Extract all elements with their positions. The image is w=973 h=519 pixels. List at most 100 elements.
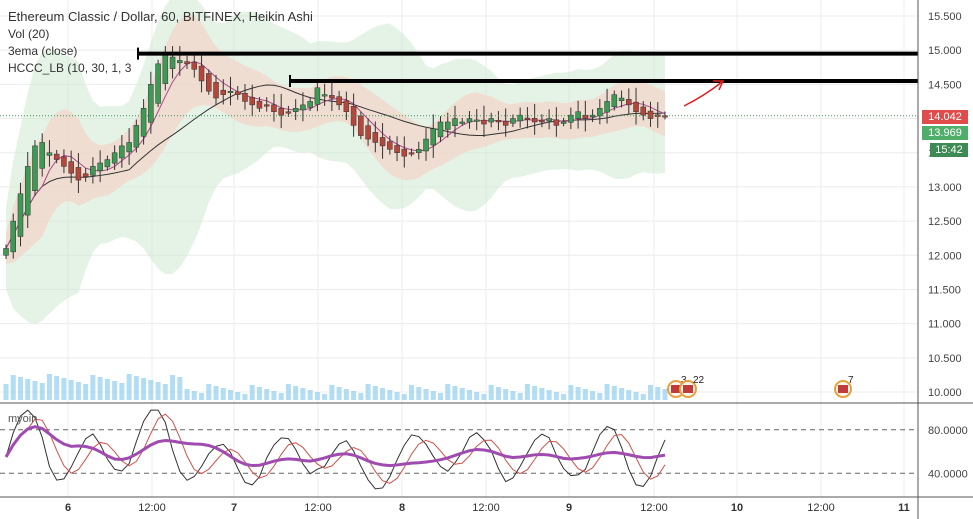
- candle-up: [39, 142, 45, 169]
- candle-up: [140, 108, 147, 137]
- candle-up: [452, 118, 458, 126]
- volume-bar: [54, 376, 60, 400]
- volume-bar: [372, 386, 378, 400]
- volume-bar: [170, 375, 176, 400]
- candle-down: [213, 82, 219, 99]
- candle-down: [662, 115, 668, 118]
- x-tick-label: 8: [399, 502, 405, 514]
- candle-up: [24, 166, 31, 216]
- arrow-shaft: [683, 81, 723, 107]
- candle-down: [358, 115, 364, 136]
- candle-up: [307, 101, 313, 108]
- volume-bar: [474, 392, 480, 400]
- volume-bar: [611, 386, 617, 400]
- candle-up: [430, 128, 437, 146]
- candle-up: [604, 101, 610, 113]
- y-tick-label: 12.500: [928, 216, 962, 228]
- volume-bar: [39, 383, 45, 400]
- candle-down: [582, 114, 589, 119]
- volume-bar: [619, 388, 625, 400]
- volume-bar: [3, 384, 9, 400]
- volume-bar: [495, 387, 501, 400]
- indicator-hccc[interactable]: HCCC_LB (10, 30, 1, 3: [8, 61, 132, 75]
- volume-bar: [119, 383, 125, 400]
- volume-bar: [46, 374, 52, 400]
- candle-up: [473, 119, 480, 122]
- candle-up: [119, 145, 125, 159]
- x-tick-label: 12:00: [138, 502, 166, 514]
- volume-bar: [662, 389, 668, 400]
- indicator-volume[interactable]: Vol (20): [8, 27, 50, 41]
- volume-bar: [249, 385, 255, 400]
- candle-down: [387, 141, 393, 150]
- volume-bar: [633, 392, 639, 400]
- volume-bar: [242, 394, 248, 400]
- candle-up: [300, 104, 306, 111]
- volume-bar: [401, 394, 407, 400]
- candle-down: [198, 65, 205, 82]
- volume-bar: [438, 393, 444, 400]
- candle-down: [263, 104, 270, 107]
- indicator-3ema[interactable]: 3ema (close): [8, 44, 78, 58]
- oscillator-name[interactable]: myoin: [8, 413, 38, 425]
- candle-down: [539, 119, 545, 123]
- y-tick-label: 10.000: [928, 387, 962, 399]
- volume-bar: [488, 385, 494, 400]
- volume-bar: [380, 388, 386, 400]
- candle-up: [314, 87, 321, 105]
- volume-bar: [220, 388, 226, 400]
- volume-bar: [336, 387, 342, 400]
- volume-bar: [524, 384, 530, 400]
- candle-down: [184, 61, 190, 65]
- volume-bar: [256, 387, 262, 400]
- volume-bar: [104, 379, 110, 400]
- candle-up: [133, 125, 140, 148]
- volume-bar: [264, 389, 270, 400]
- candle-up: [575, 111, 581, 119]
- candle-down: [379, 137, 386, 147]
- candle-down: [234, 91, 241, 95]
- candle-up: [517, 114, 523, 122]
- volume-bar: [17, 377, 23, 400]
- candle-down: [343, 100, 350, 112]
- volume-bar: [199, 393, 205, 400]
- osc-fast-line: [5, 409, 666, 490]
- volume-bar: [162, 384, 168, 400]
- candle-up: [321, 94, 328, 97]
- event-badge-label: 22: [693, 375, 705, 386]
- candle-up: [292, 108, 299, 112]
- volume-bar: [184, 389, 190, 400]
- candle-up: [111, 152, 118, 164]
- candle-down: [401, 148, 408, 157]
- candle-up: [459, 121, 465, 124]
- candle-down: [68, 161, 74, 174]
- volume-bar: [148, 380, 154, 400]
- volume-bar: [97, 377, 103, 400]
- volume-bar: [626, 390, 632, 400]
- volume-bar: [90, 375, 96, 400]
- y-tick-label: 11.000: [928, 319, 961, 331]
- volume-bar: [206, 384, 212, 400]
- candle-up: [597, 108, 603, 117]
- event-badges[interactable]: 3 22 7: [667, 375, 854, 398]
- candle-up: [416, 149, 422, 153]
- arrow-head: [713, 80, 725, 91]
- resistance-levels[interactable]: [137, 47, 918, 87]
- x-tick-label: 12:00: [304, 502, 332, 514]
- candle-up: [560, 121, 567, 124]
- candle-down: [278, 107, 284, 116]
- candle-down: [553, 119, 560, 126]
- volume-bar: [358, 393, 364, 400]
- volume-bar: [351, 391, 357, 400]
- volume-bar: [177, 377, 183, 400]
- ema-price-tag: 13.969: [922, 126, 968, 140]
- up-arrow-annotation[interactable]: [683, 80, 725, 107]
- candle-down: [285, 111, 292, 114]
- volume-bar: [394, 392, 400, 400]
- candle-up: [32, 145, 38, 192]
- volume-bar: [155, 382, 161, 400]
- event-badge-label: 3: [681, 375, 687, 386]
- osc-slow-line: [4, 425, 666, 468]
- volume-bar: [68, 380, 74, 400]
